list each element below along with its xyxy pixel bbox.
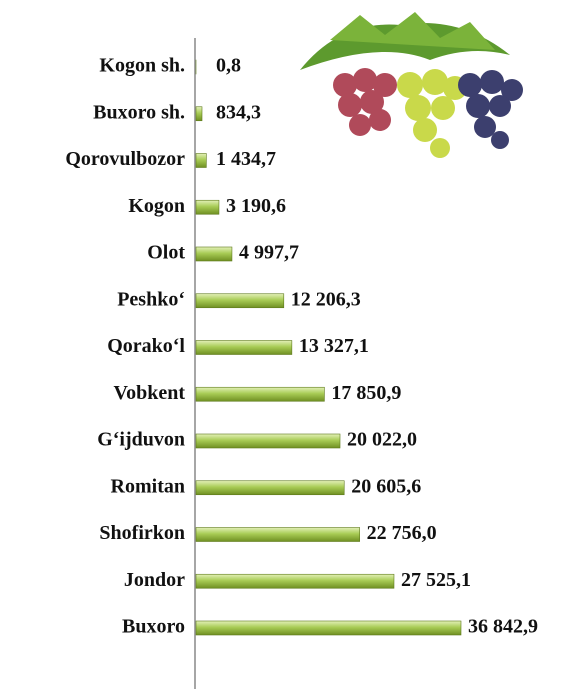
- bar: [195, 620, 462, 636]
- value-label: 1 434,7: [216, 148, 276, 170]
- value-label: 36 842,9: [468, 616, 538, 638]
- bar: [195, 106, 203, 122]
- category-label: Kogon sh.: [99, 55, 185, 77]
- bar: [195, 293, 285, 309]
- value-label: 17 850,9: [331, 382, 401, 404]
- bar: [195, 433, 341, 449]
- bar: [195, 246, 233, 262]
- value-label: 20 605,6: [351, 475, 421, 497]
- value-label: 3 190,6: [226, 195, 286, 217]
- grapes-illustration: [300, 12, 523, 158]
- value-label: 27 525,1: [401, 569, 471, 591]
- bar: [195, 153, 207, 168]
- category-label: Vobkent: [113, 382, 185, 404]
- value-label: 20 022,0: [347, 429, 417, 451]
- category-label: Shofirkon: [99, 522, 185, 544]
- bar: [195, 340, 293, 355]
- category-label: G‘ijduvon: [97, 429, 185, 451]
- category-label: Qorako‘l: [107, 335, 185, 357]
- value-label: 12 206,3: [291, 288, 361, 310]
- category-label: Buxoro sh.: [93, 101, 185, 123]
- bar: [195, 386, 325, 402]
- bar: [195, 527, 360, 542]
- category-label: Buxoro: [122, 616, 185, 638]
- value-label: 834,3: [216, 101, 261, 123]
- category-label: Kogon: [128, 195, 185, 217]
- value-label: 0,8: [216, 55, 241, 77]
- category-label: Qorovulbozor: [65, 148, 185, 170]
- category-label: Peshko‘: [117, 288, 185, 310]
- bar: [195, 573, 395, 589]
- category-label: Olot: [147, 242, 185, 264]
- bar: [195, 480, 345, 496]
- value-label: 22 756,0: [367, 522, 437, 544]
- category-label: Romitan: [111, 475, 185, 497]
- bar: [195, 199, 220, 215]
- category-label: Jondor: [124, 569, 185, 591]
- value-label: 13 327,1: [299, 335, 369, 357]
- value-label: 4 997,7: [239, 242, 299, 264]
